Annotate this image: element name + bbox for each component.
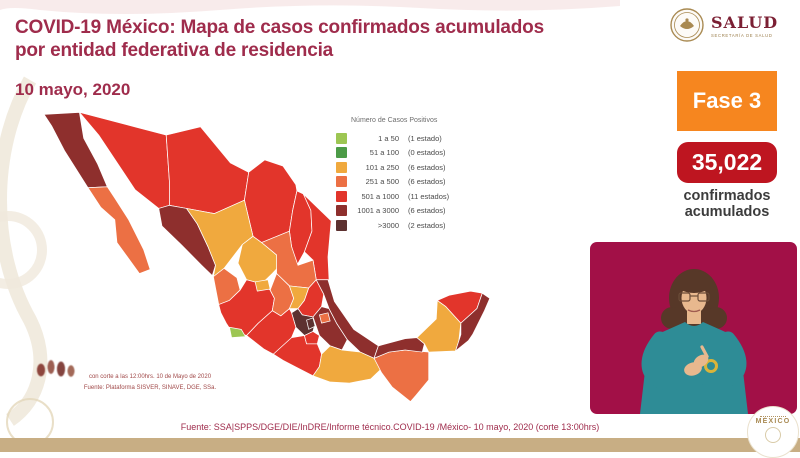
legend-item: 1 a 50 (1 estado) bbox=[336, 131, 488, 146]
salud-wordmark: SALUD bbox=[711, 12, 779, 32]
map-legend: Número de Casos Positivos 1 a 50 (1 estad… bbox=[336, 117, 488, 233]
legend-range: 1001 a 3000 bbox=[357, 206, 399, 216]
legend-item: 101 a 250 (6 estados) bbox=[336, 160, 488, 175]
page-title: COVID-19 México: Mapa de casos confirmad… bbox=[15, 17, 645, 63]
legend-range: 51 a 100 bbox=[369, 148, 399, 158]
state-mexico-city: Ciudad de México bbox=[306, 317, 316, 330]
salud-subtitle: SECRETARÍA DE SALUD bbox=[711, 32, 773, 38]
legend-count: (6 estados) bbox=[408, 177, 446, 187]
title-line1: COVID-19 México: Mapa de casos confirmad… bbox=[15, 17, 544, 38]
legend-swatch bbox=[336, 205, 347, 217]
legend-swatch bbox=[336, 219, 347, 231]
state-tlaxcala: Tlaxcala bbox=[319, 312, 331, 324]
legend-count: (2 estados) bbox=[408, 220, 446, 230]
map-note-line1: con corte a las 12:00hrs. 10 de Mayo de … bbox=[88, 374, 212, 380]
total-caption-line2: acumulados bbox=[684, 204, 770, 221]
background-pattern bbox=[0, 76, 48, 426]
legend-swatch bbox=[336, 161, 347, 173]
slide-date: 10 mayo, 2020 bbox=[15, 80, 131, 99]
legend-count: (11 estados) bbox=[408, 191, 450, 201]
legend-items: 1 a 50 (1 estado) 51 a 100 (0 estados) 101 a… bbox=[336, 131, 488, 233]
legend-range: 101 a 250 bbox=[365, 162, 399, 172]
legend-swatch bbox=[336, 147, 347, 159]
state-michoacan: Michoacán bbox=[246, 308, 297, 355]
phase-badge: Fase 3 bbox=[677, 71, 777, 131]
state-campeche: Campeche bbox=[416, 300, 462, 353]
legend-item: 1001 a 3000 (6 estados) bbox=[336, 204, 488, 219]
legend-swatch bbox=[336, 132, 347, 144]
legend-item: >3000 (2 estados) bbox=[336, 218, 488, 233]
state-chihuahua: Chihuahua bbox=[165, 126, 250, 214]
legend-range: 1 a 50 bbox=[378, 133, 399, 143]
legend-swatch bbox=[336, 176, 347, 188]
badge-seal-icon bbox=[765, 427, 781, 443]
total-caption: confirmados acumulados bbox=[677, 188, 777, 220]
mexico-map: SonoraChihuahuaCoahuilaNuevo LeónTamauli… bbox=[43, 111, 491, 403]
footer-source: Fuente: SSA|SPPS/DGE/DIE/InDRE/Informe t… bbox=[180, 422, 600, 432]
legend-count: (1 estado) bbox=[408, 133, 442, 143]
interpreter-figure bbox=[640, 269, 748, 414]
total-confirmed-badge: 35,022 bbox=[677, 142, 777, 183]
salud-logo: SALUD SECRETARÍA DE SALUD bbox=[668, 6, 778, 44]
legend-range: 251 a 500 bbox=[365, 177, 399, 187]
state-aguascalientes: Aguascalientes bbox=[254, 279, 271, 292]
state-colima: Colima bbox=[229, 326, 246, 338]
legend-range: >3000 bbox=[377, 220, 399, 230]
salud-seal-icon bbox=[670, 8, 704, 42]
bracelet bbox=[704, 359, 718, 373]
state-morelos: Morelos bbox=[304, 331, 320, 345]
sign-language-interpreter bbox=[590, 242, 797, 414]
legend-count: (6 estados) bbox=[408, 206, 446, 216]
legend-item: 251 a 500 (6 estados) bbox=[336, 175, 488, 190]
state-coahuila: Coahuila bbox=[244, 159, 298, 243]
legend-item: 501 a 1000 (11 estados) bbox=[336, 189, 488, 204]
legend-range: 501 a 1000 bbox=[361, 191, 399, 201]
map-note-line2: Fuente: Plataforma SISVER, SINAVE, DGE, … bbox=[83, 385, 217, 392]
legend-swatch bbox=[336, 190, 347, 202]
badge-dashes bbox=[760, 416, 786, 417]
total-caption-line1: confirmados bbox=[683, 188, 771, 204]
badge-label: MÉXICO bbox=[755, 418, 791, 425]
state-chiapas: Chiapas bbox=[373, 349, 430, 403]
state-quintana-roo: Quintana Roo bbox=[455, 292, 491, 352]
legend-title: Número de Casos Positivos bbox=[351, 117, 438, 124]
background-pattern-top bbox=[0, 0, 620, 14]
map-watermark-image bbox=[33, 352, 77, 382]
title-line2: por entidad federativa de residencia bbox=[15, 39, 334, 61]
legend-item: 51 a 100 (0 estados) bbox=[336, 146, 488, 161]
gobierno-mexico-badge: MÉXICO bbox=[747, 406, 799, 458]
map-note: con corte a las 12:00hrs. 10 de Mayo de … bbox=[50, 372, 250, 395]
gold-bar bbox=[0, 438, 800, 452]
glasses-icon bbox=[678, 292, 691, 302]
state-baja-california-sur: Baja California Sur bbox=[87, 186, 151, 274]
legend-count: (0 estados) bbox=[408, 148, 446, 158]
legend-count: (6 estados) bbox=[408, 162, 446, 172]
